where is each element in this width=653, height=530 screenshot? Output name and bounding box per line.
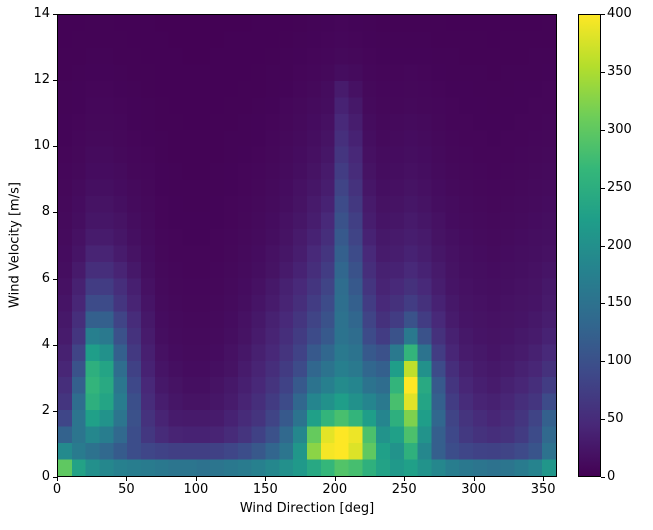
x-axis-label: Wind Direction [deg] [239,501,375,516]
x-tick-mark [543,477,545,481]
colorbar-tick-label: 350 [607,63,632,79]
colorbar-tick-mark [601,187,605,189]
plot-area [57,14,557,477]
colorbar-tick-mark [601,14,605,15]
colorbar [578,14,601,477]
y-tick-label: 14 [33,6,50,21]
y-tick-label: 10 [33,138,50,154]
y-tick-label: 0 [41,469,50,484]
colorbar-tick-label: 0 [607,469,616,484]
colorbar-tick-label: 50 [607,411,624,427]
colorbar-tick-label: 200 [607,237,632,253]
x-tick-mark [126,477,128,481]
heatmap-canvas [58,15,556,476]
x-tick-mark [334,477,336,481]
x-tick-label: 50 [118,482,135,497]
y-tick-label: 8 [41,204,50,220]
colorbar-tick-mark [601,303,605,305]
colorbar-gradient [579,15,600,476]
x-tick-label: 150 [252,482,278,497]
x-tick-label: 300 [461,482,487,497]
y-tick-label: 4 [41,336,50,352]
colorbar-tick-mark [601,361,605,363]
colorbar-tick-mark [601,71,605,73]
colorbar-tick-mark [601,129,605,131]
colorbar-tick-label: 150 [607,295,632,311]
colorbar-tick-mark [601,419,605,421]
y-tick-label: 12 [33,72,50,88]
colorbar-tick-label: 100 [607,353,632,369]
x-tick-label: 350 [530,482,556,497]
x-tick-mark [195,477,197,481]
y-tick-mark [53,477,57,478]
colorbar-tick-label: 250 [607,179,632,195]
x-tick-label: 200 [322,482,348,497]
x-tick-mark [57,477,58,481]
colorbar-tick-mark [601,477,605,478]
x-tick-mark [473,477,475,481]
colorbar-tick-label: 300 [607,121,632,137]
x-tick-mark [265,477,267,481]
y-tick-label: 6 [41,270,50,286]
x-tick-mark [404,477,406,481]
y-tick-label: 2 [41,402,50,418]
colorbar-tick-mark [601,245,605,247]
y-axis-label: Wind Velocity [m/s] [7,182,23,308]
x-tick-label: 0 [52,482,62,497]
x-tick-label: 250 [391,482,417,497]
colorbar-tick-label: 400 [607,6,632,21]
x-tick-label: 100 [183,482,209,497]
